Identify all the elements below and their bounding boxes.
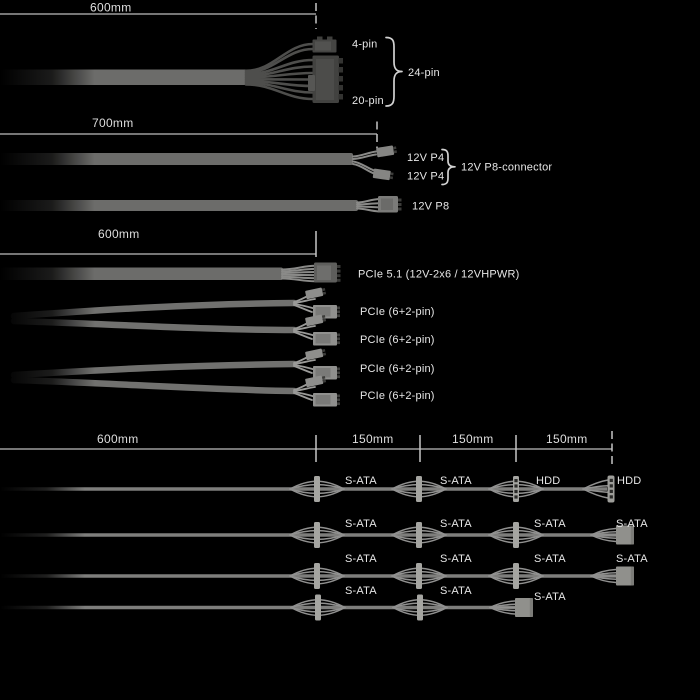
label-sata: S-ATA — [616, 518, 648, 530]
p8-fanout-wires — [356, 198, 380, 213]
pcie62-connector-4 — [293, 373, 341, 408]
pcie51-connector — [314, 262, 341, 283]
measure-label-sata-seg1: 150mm — [352, 432, 394, 446]
label-24pin: 24-pin — [408, 67, 440, 79]
sata-cables-fade — [0, 478, 85, 618]
label-sata: S-ATA — [345, 518, 377, 530]
label-sata: S-ATA — [534, 553, 566, 565]
label-12v-p8: 12V P8 — [412, 201, 449, 213]
label-hdd: HDD — [617, 475, 641, 487]
cpu-cable-fade — [0, 146, 95, 218]
brace-12v-p8 — [441, 148, 456, 186]
label-12v-p4-top: 12V P4 — [407, 152, 444, 164]
label-sata: S-ATA — [440, 518, 472, 530]
measure-label-sata-seg3: 150mm — [546, 432, 588, 446]
label-12v-p8-connector: 12V P8-connector — [461, 162, 552, 174]
label-sata: S-ATA — [440, 585, 472, 597]
label-pcie51: PCIe 5.1 (12V-2x6 / 12VHPWR) — [358, 269, 520, 281]
p8-connector — [378, 196, 402, 213]
label-pcie62-1: PCIe (6+2-pin) — [360, 306, 435, 318]
label-sata: S-ATA — [440, 475, 472, 487]
label-sata: S-ATA — [345, 585, 377, 597]
p4-connector-top — [376, 145, 398, 158]
label-sata: S-ATA — [616, 553, 648, 565]
label-pcie62-3: PCIe (6+2-pin) — [360, 363, 435, 375]
atx-20pin-connector — [308, 55, 343, 103]
label-sata: S-ATA — [534, 591, 566, 603]
measure-label-cpu: 700mm — [92, 116, 134, 130]
label-4pin: 4-pin — [352, 39, 377, 51]
label-pcie62-2: PCIe (6+2-pin) — [360, 334, 435, 346]
measure-label-atx: 600mm — [90, 1, 132, 15]
section-sata: 600mm 150mm 150mm 150mm S-ATA S-ATA HDD … — [0, 431, 648, 622]
p4-fanout-wires — [352, 150, 377, 175]
sata-end-connector — [489, 597, 534, 618]
label-sata: S-ATA — [534, 518, 566, 530]
pcie-cables-fade — [0, 293, 95, 408]
section-pcie: 600mm PCIe 5.1 (12V-2x6 / 12VHPWR) — [0, 227, 520, 408]
atx-4pin-connector — [312, 36, 337, 53]
measure-label-pcie: 600mm — [98, 227, 140, 241]
sata-row-1: S-ATA S-ATA HDD HDD — [0, 474, 641, 504]
label-sata: S-ATA — [345, 553, 377, 565]
section-atx-24pin: 600mm — [0, 1, 440, 107]
pcie62-connector-1 — [293, 285, 341, 320]
sata-row-3: S-ATA S-ATA S-ATA S-ATA — [0, 553, 648, 590]
section-cpu-12v: 700mm 12V P4 12V P4 12V P8-connector — [0, 116, 552, 218]
label-hdd: HDD — [536, 475, 560, 487]
label-20pin: 20-pin — [352, 95, 384, 107]
sata-row-2: S-ATA S-ATA S-ATA S-ATA — [0, 518, 648, 549]
measure-label-sata-main: 600mm — [97, 432, 139, 446]
atx-cable-fade — [0, 62, 95, 94]
p4-connector-bottom — [372, 168, 394, 181]
label-sata: S-ATA — [345, 475, 377, 487]
pcie51-cable-fade — [0, 260, 95, 290]
sata-end-connector — [590, 565, 635, 587]
pcie62-connector-3 — [293, 346, 341, 381]
measure-label-sata-seg2: 150mm — [452, 432, 494, 446]
brace-24pin — [385, 36, 403, 107]
atx-fanout-wires — [244, 42, 315, 101]
label-sata: S-ATA — [440, 553, 472, 565]
pcie51-fanout-wires — [281, 264, 316, 283]
sata-row-4: S-ATA S-ATA S-ATA — [0, 585, 566, 622]
label-pcie62-4: PCIe (6+2-pin) — [360, 390, 435, 402]
pcie62-connector-2 — [293, 312, 341, 347]
label-12v-p4-bottom: 12V P4 — [407, 171, 444, 183]
